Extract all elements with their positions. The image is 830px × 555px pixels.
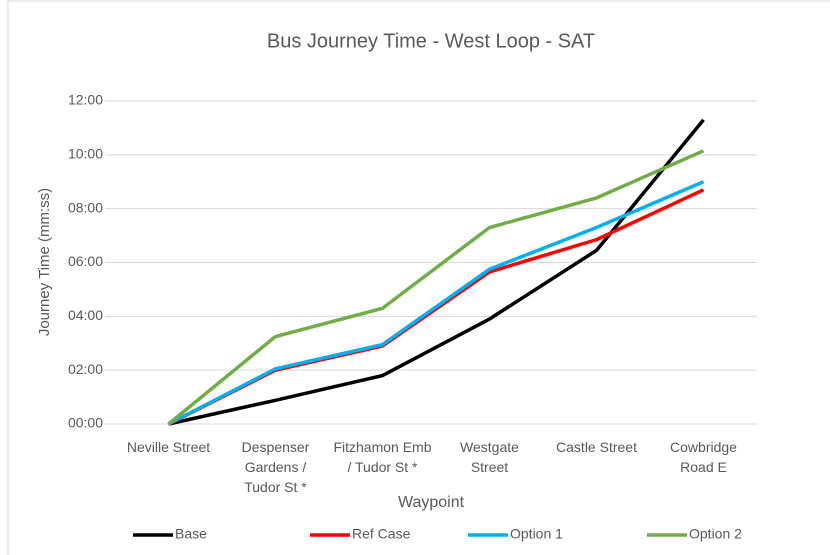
y-tick-label: 00:00 [68, 415, 103, 431]
legend-label: Base [175, 526, 207, 542]
x-tick-label: Neville Street [126, 439, 211, 455]
x-tick-label: Fitzhamon Emb / Tudor St * [333, 439, 432, 475]
x-tick-label: Cowbridge Road E [670, 439, 737, 475]
y-tick-label: 12:00 [68, 92, 103, 108]
y-tick-label: 10:00 [68, 146, 103, 162]
legend-label: Ref Case [352, 526, 411, 542]
legend-label: Option 1 [510, 526, 563, 542]
x-tick-label: Castle Street [556, 439, 637, 455]
y-axis-label: Journey Time (mm:ss) [36, 188, 53, 336]
chart-title: Bus Journey Time - West Loop - SAT [267, 30, 595, 52]
series-line [167, 149, 705, 426]
y-tick-label: 02:00 [68, 361, 103, 377]
legend-label: Option 2 [689, 526, 742, 542]
series-line [168, 118, 705, 426]
y-tick-label: 04:00 [68, 307, 103, 323]
x-tick-label: Despenser Gardens / Tudor St * [241, 439, 310, 495]
x-tick-label: Westgate Street [460, 439, 519, 475]
y-tick-label: 06:00 [68, 253, 103, 269]
x-axis-label: Waypoint [398, 494, 465, 511]
y-tick-label: 08:00 [68, 199, 103, 215]
series-line [167, 180, 705, 426]
